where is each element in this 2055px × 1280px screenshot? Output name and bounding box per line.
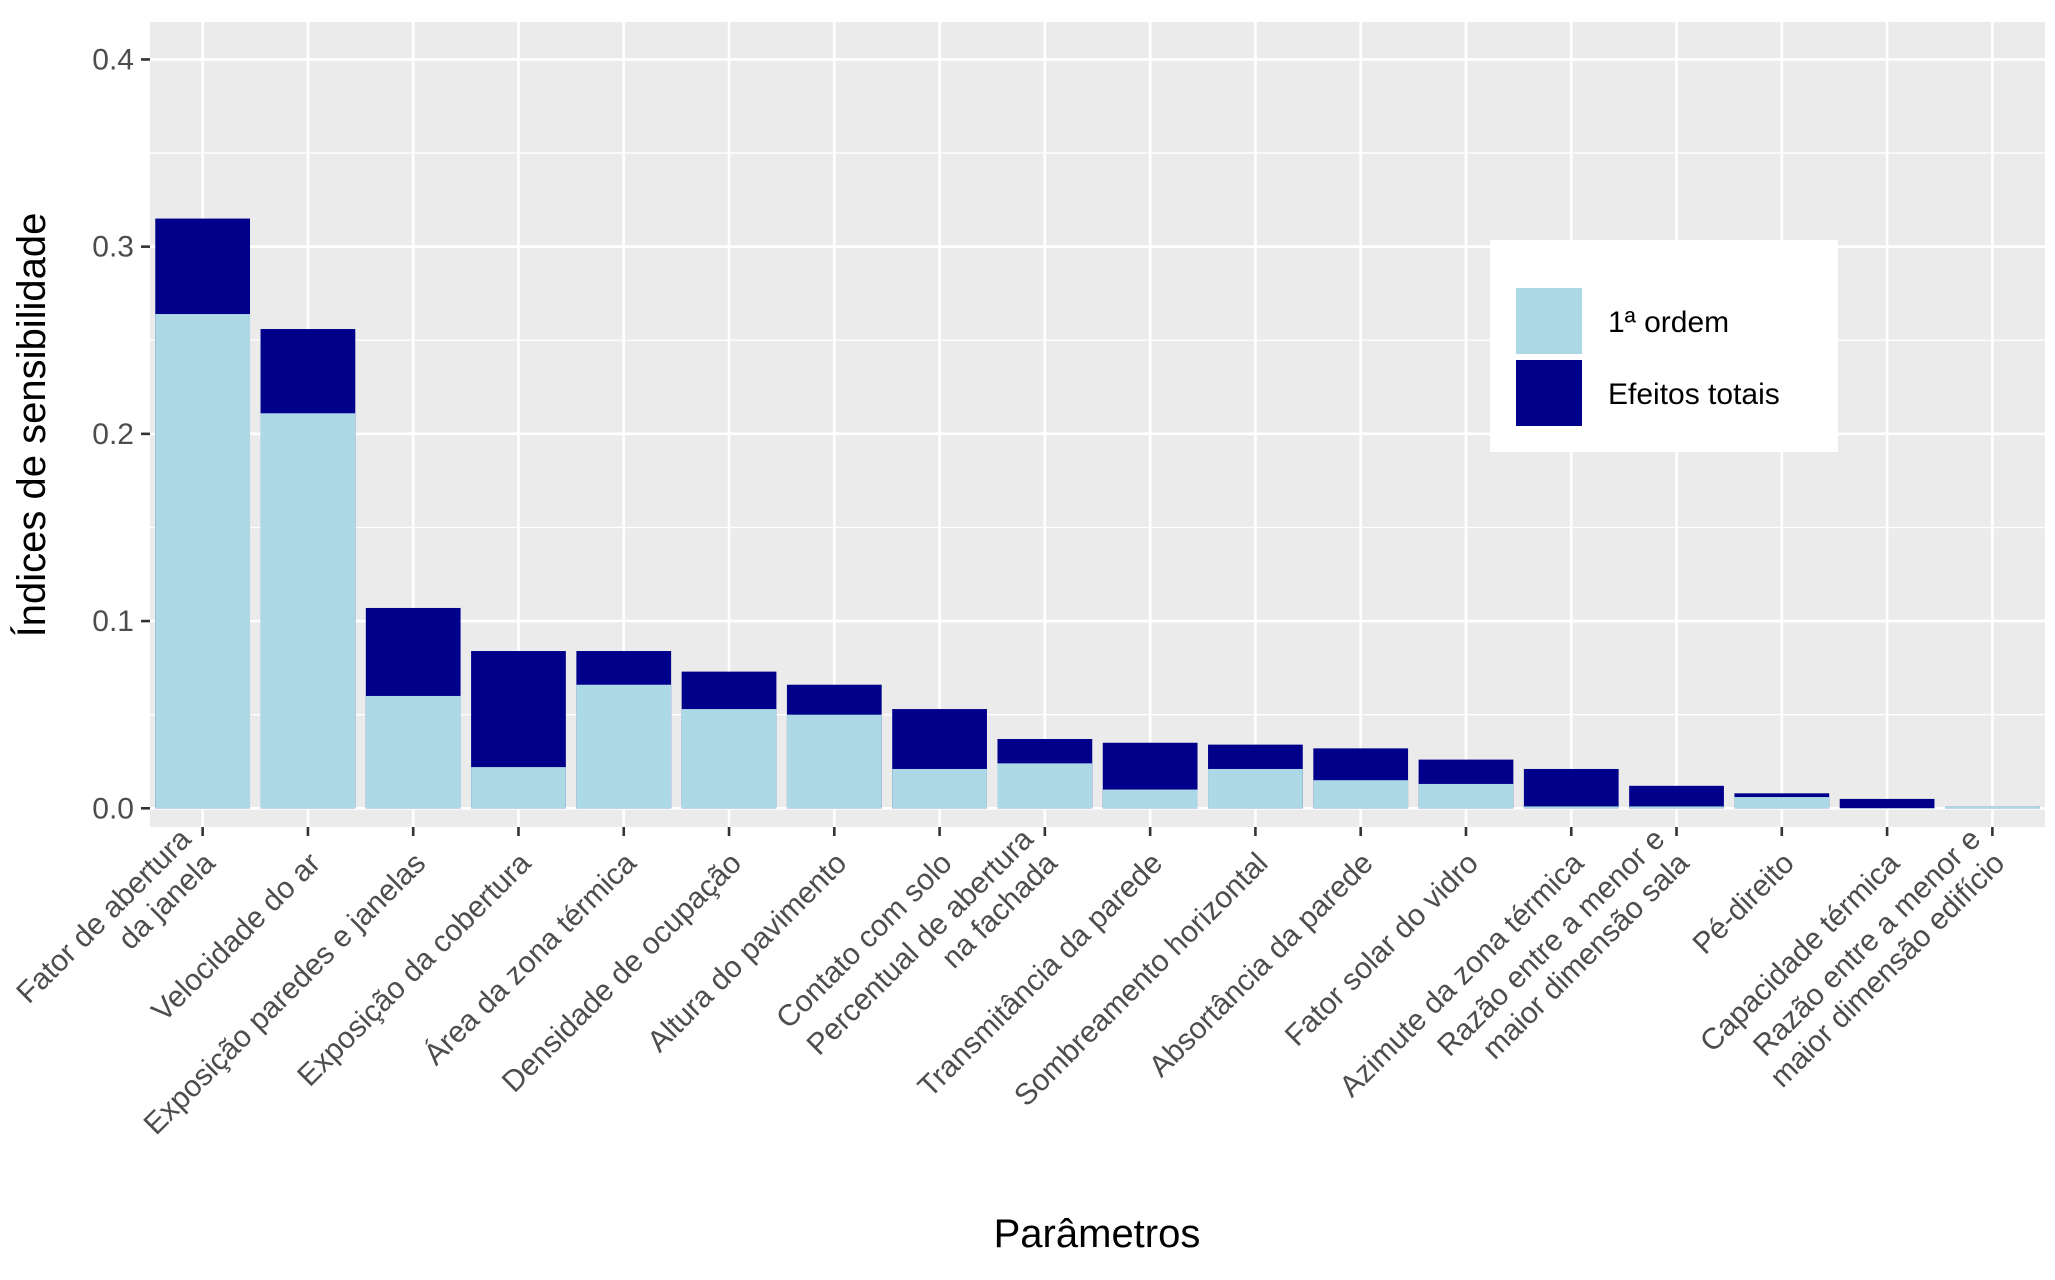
first-order-bar (1629, 806, 1724, 809)
x-tick-label-line: Área da zona térmica (418, 846, 643, 1071)
x-tick-label: Pé-direito (1687, 847, 1801, 961)
first-order-bar (1418, 783, 1514, 809)
y-tick-label: 0.4 (92, 43, 134, 76)
x-tick-label: Área da zona térmica (418, 846, 643, 1071)
y-axis-title: Índices de sensibilidade (9, 213, 54, 638)
first-order-bar (576, 684, 672, 809)
first-order-bar (471, 767, 566, 809)
first-order-bar (260, 413, 356, 809)
first-order-bar (1944, 806, 2040, 809)
first-order-bar (997, 763, 1093, 809)
legend-label: Efeitos totais (1608, 378, 1780, 411)
total-effects-bar (1629, 785, 1724, 809)
first-order-bars (155, 314, 2040, 809)
first-order-bar (1734, 797, 1830, 809)
first-order-bar (365, 695, 461, 809)
first-order-bar (1523, 806, 1619, 809)
first-order-bar (681, 709, 777, 809)
y-tick-label: 0.3 (92, 231, 134, 264)
y-tick-label: 0.1 (92, 605, 134, 638)
first-order-bar (1208, 768, 1303, 809)
y-tick-label: 0.2 (92, 418, 134, 451)
y-axis: 0.0 0.1 0.2 0.3 0.4 (92, 43, 150, 825)
first-order-bar (786, 714, 882, 809)
first-order-bar (1102, 789, 1198, 809)
first-order-bar (1313, 780, 1409, 809)
total-effects-bar (1523, 768, 1619, 809)
x-tick-label-line: maior dimensão sala (1476, 846, 1695, 1065)
legend-key (1516, 360, 1582, 426)
x-tick-label-line: Pé-direito (1687, 847, 1801, 961)
y-tick-label: 0.0 (92, 792, 134, 825)
legend-key (1516, 288, 1582, 354)
first-order-bar (155, 314, 251, 809)
first-order-bar (892, 768, 987, 809)
first-order-bar (1839, 808, 1935, 809)
x-axis-title: Parâmetros (994, 1212, 1201, 1256)
legend: 1ª ordem Efeitos totais (1490, 240, 1838, 452)
total-effects-bar (1839, 798, 1935, 809)
legend-label: 1ª ordem (1608, 306, 1729, 339)
